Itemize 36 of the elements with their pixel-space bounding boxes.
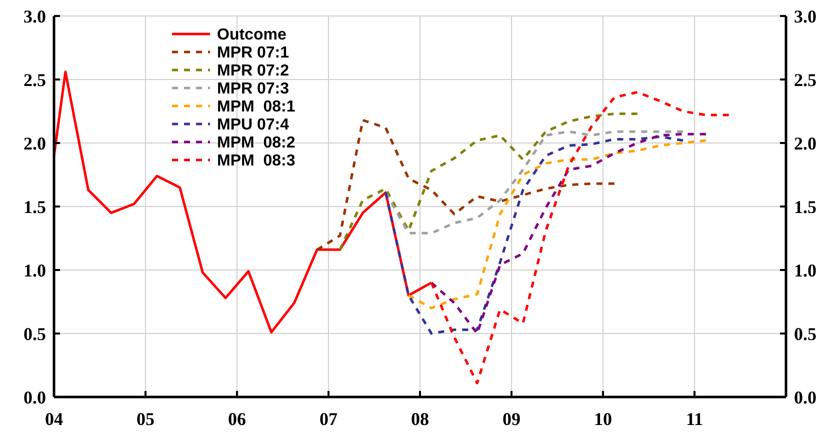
legend-label: MPR 07:2 [217, 62, 290, 80]
line-series [338, 112, 639, 251]
y-tick-label: 3.0 [24, 6, 46, 26]
y-tick-label: 1.0 [24, 260, 46, 280]
legend-label: MPU 07:4 [217, 116, 290, 134]
x-tick-label: 07 [320, 409, 338, 429]
y-tick-label: 0.5 [24, 324, 46, 344]
legend-label: MPM 08:3 [217, 152, 296, 170]
line-series [384, 130, 684, 234]
y-tick-label: 2.5 [24, 70, 46, 90]
y-tick-label: 2.0 [24, 133, 46, 154]
legend-label: Outcome [217, 26, 286, 44]
y2-tick-label: 2.0 [794, 133, 816, 154]
line-series [407, 139, 708, 310]
y-tick-label: 0.0 [24, 387, 46, 408]
y2-tick-label: 3.0 [794, 6, 816, 26]
x-tick-label: 11 [686, 409, 704, 429]
x-tick-label: 05 [136, 409, 154, 429]
line-series [430, 132, 708, 335]
x-tick-label: 04 [45, 409, 63, 429]
x-tick-label: 08 [411, 409, 429, 429]
legend-label: MPM 08:2 [217, 134, 296, 152]
y2-tick-label: 1.5 [794, 196, 816, 217]
line-series [384, 135, 684, 335]
legend-label: MPR 07:3 [217, 80, 290, 98]
y2-tick-label: 0.5 [794, 324, 816, 344]
y2-tick-label: 0.0 [794, 387, 816, 408]
y-tick-label: 1.5 [24, 196, 46, 217]
y2-tick-label: 1.0 [794, 260, 816, 280]
line-series [316, 118, 616, 251]
x-tick-label: 10 [594, 409, 612, 429]
y2-tick-label: 2.5 [794, 70, 816, 90]
x-tick-label: 06 [228, 409, 246, 429]
legend-label: MPM 08:1 [217, 98, 296, 116]
legend-label: MPR 07:1 [217, 44, 290, 62]
x-tick-label: 09 [502, 409, 520, 429]
